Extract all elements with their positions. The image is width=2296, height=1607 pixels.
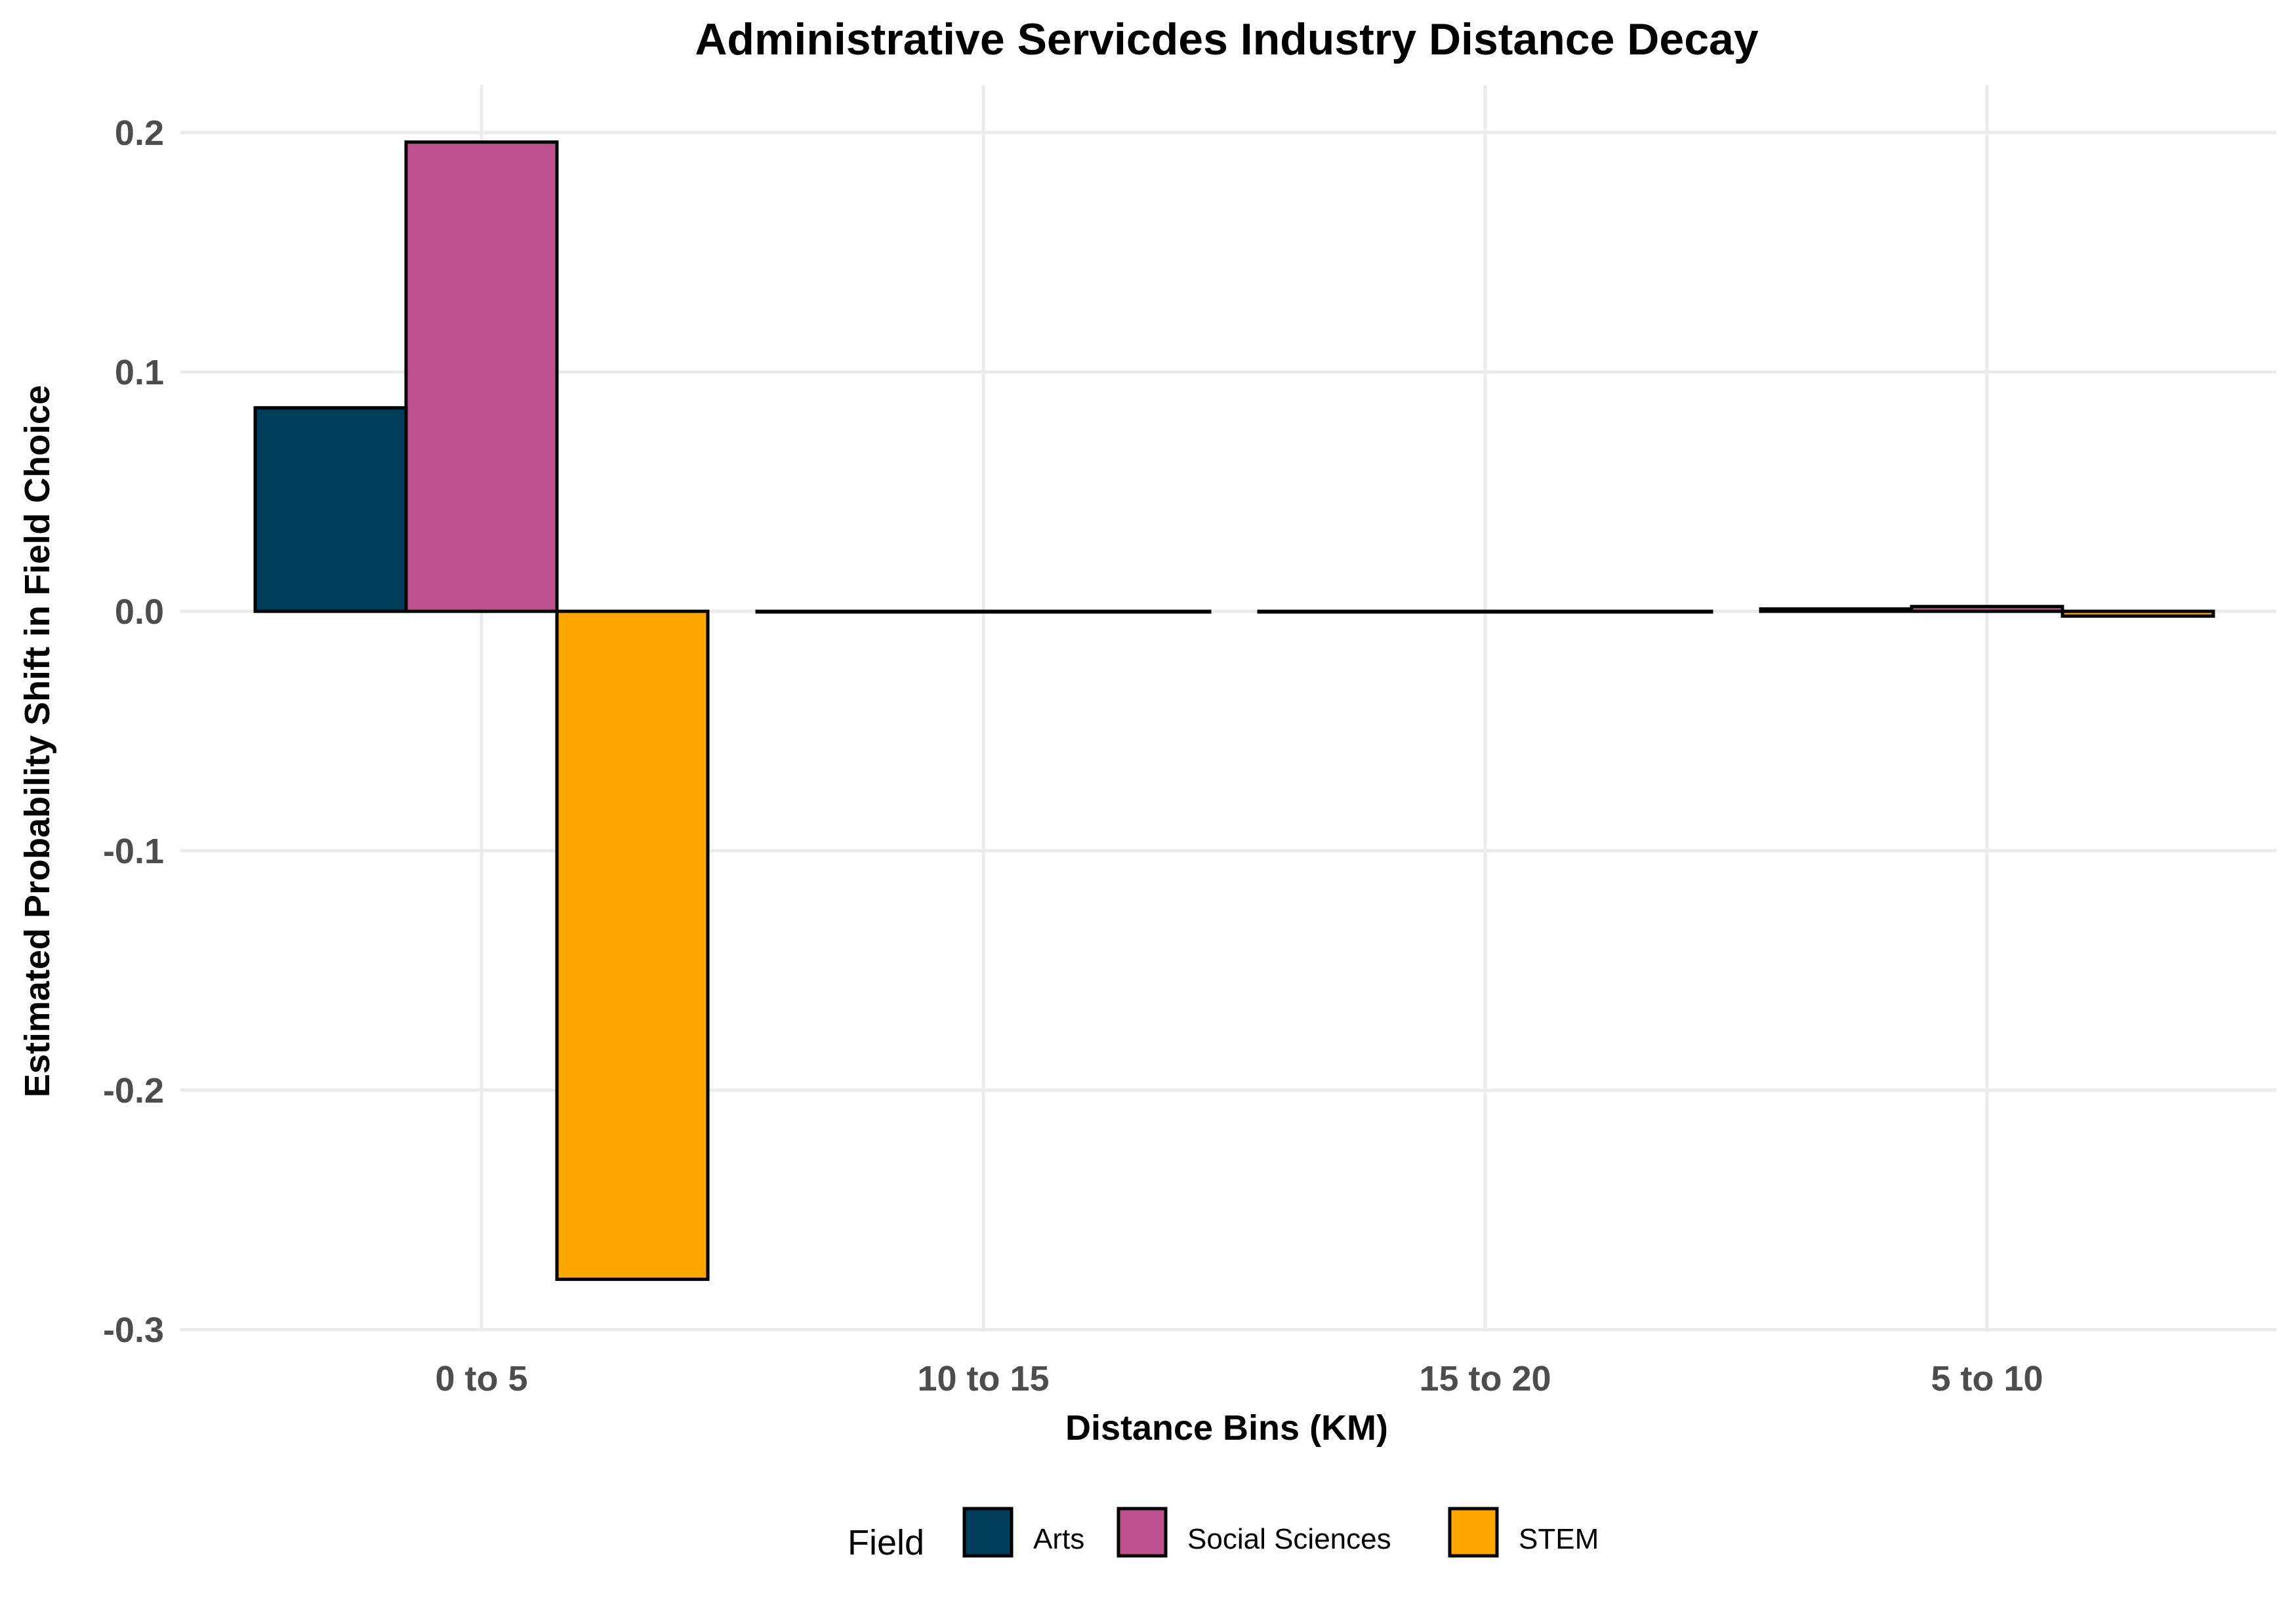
bar-social-sciences-3: [1910, 605, 2064, 613]
y-axis-title: Estimated Probability Shift in Field Cho…: [18, 385, 57, 1097]
bar-social-sciences-2: [1408, 609, 1563, 614]
legend-label: Social Sciences: [1187, 1523, 1391, 1555]
legend-swatch-social-sciences: [1117, 1507, 1168, 1558]
legend: Field Arts Social Sciences STEM: [848, 1507, 1599, 1562]
y-tick-label: -0.2: [103, 1071, 164, 1110]
x-axis-title: Distance Bins (KM): [1065, 1408, 1388, 1448]
bar-arts-3: [1759, 607, 1914, 613]
legend-title: Field: [848, 1523, 924, 1562]
y-tick-label: 0.0: [115, 592, 164, 632]
bars: [253, 140, 2215, 1281]
legend-label: STEM: [1519, 1523, 1599, 1555]
y-tick-label: -0.1: [103, 832, 164, 871]
bar-arts-2: [1257, 609, 1412, 614]
x-axis-ticks: 0 to 5 10 to 15 15 to 20 5 to 10: [435, 1359, 2043, 1398]
bar-arts-1: [755, 609, 910, 614]
legend-swatch-stem: [1448, 1507, 1499, 1558]
legend-label: Arts: [1033, 1523, 1084, 1555]
bar-social-sciences-1: [906, 609, 1061, 614]
bar-stem-3: [2060, 609, 2215, 618]
bar-stem-0: [555, 609, 710, 1281]
x-tick-label: 10 to 15: [917, 1359, 1049, 1398]
bar-stem-2: [1559, 609, 1713, 614]
bar-social-sciences-0: [404, 140, 559, 613]
bar-arts-0: [253, 406, 408, 613]
y-tick-label: 0.1: [115, 353, 164, 392]
y-tick-label: -0.3: [103, 1311, 164, 1350]
chart-title: Administrative Servicdes Industry Distan…: [695, 14, 1759, 64]
x-tick-label: 5 to 10: [1931, 1359, 2043, 1398]
y-tick-label: 0.2: [115, 113, 164, 153]
bar-stem-1: [1057, 609, 1212, 614]
x-tick-label: 15 to 20: [1419, 1359, 1551, 1398]
x-tick-label: 0 to 5: [435, 1359, 527, 1398]
y-axis-ticks: 0.2 0.1 0.0 -0.1 -0.2 -0.3: [103, 113, 164, 1350]
legend-swatch-arts: [962, 1507, 1014, 1558]
